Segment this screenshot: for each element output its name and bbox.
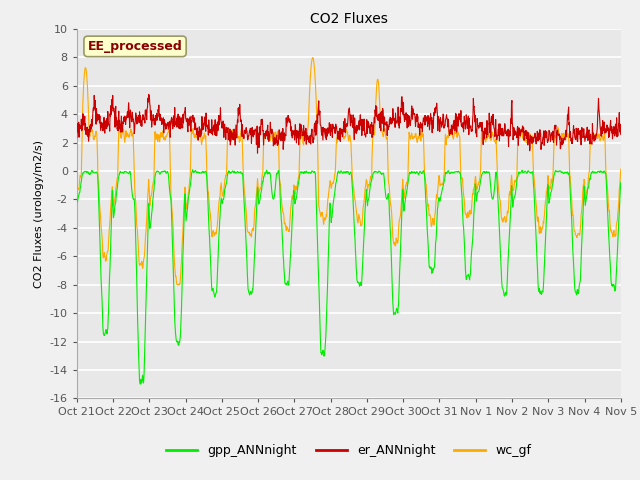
- Legend: gpp_ANNnight, er_ANNnight, wc_gf: gpp_ANNnight, er_ANNnight, wc_gf: [161, 439, 536, 462]
- Title: CO2 Fluxes: CO2 Fluxes: [310, 12, 388, 26]
- Y-axis label: CO2 Fluxes (urology/m2/s): CO2 Fluxes (urology/m2/s): [34, 140, 44, 288]
- Text: EE_processed: EE_processed: [88, 40, 182, 53]
